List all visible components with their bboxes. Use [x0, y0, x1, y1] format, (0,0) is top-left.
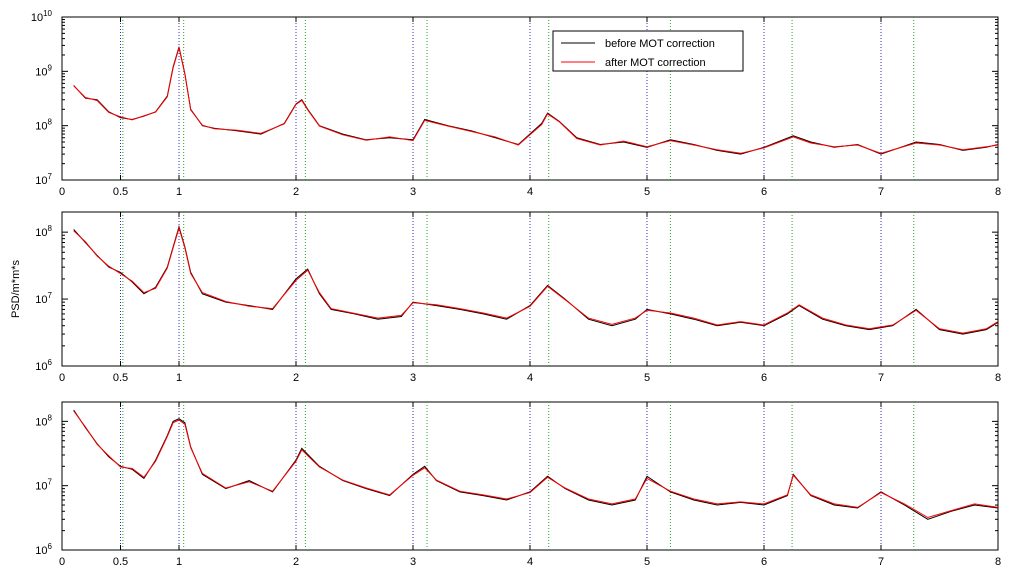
x-tick-label: 3 [410, 556, 416, 568]
panel-2: 0 0.5 1 2 3 4 5 6 7 8 106 107 108 [35, 211, 1001, 384]
x-tick-label: 7 [878, 186, 884, 198]
x-tick-label: 2 [293, 186, 299, 198]
x-tick-label: 1 [176, 372, 182, 384]
y-tick-label: 1010 [31, 9, 53, 24]
y-tick-label: 107 [35, 172, 52, 187]
x-tick-label: 7 [878, 372, 884, 384]
panel-3: 0 0.5 1 2 3 4 5 6 7 8 106 107 108 [35, 401, 1001, 568]
x-tick-label: 3 [410, 186, 416, 198]
x-tick-label: 0 [59, 556, 65, 568]
y-tick-label: 107 [35, 478, 52, 493]
x-tick-label: 4 [527, 186, 533, 198]
y-tick-label: 108 [35, 413, 52, 428]
series-line-after [73, 410, 999, 519]
series-line-after [73, 226, 999, 334]
y-tick-label: 107 [35, 291, 52, 306]
y-tick-label: 108 [35, 224, 52, 239]
y-tick-label: 108 [35, 118, 52, 133]
y-tick-label: 106 [35, 542, 52, 557]
x-tick-label: 2 [293, 372, 299, 384]
x-tick-label: 0 [59, 186, 65, 198]
x-tick-label: 7 [878, 556, 884, 568]
x-tick-label: 0.5 [113, 556, 128, 568]
x-tick-label: 5 [644, 556, 650, 568]
y-tick-label: 109 [35, 63, 52, 78]
plot-frame [61, 401, 999, 551]
legend: before MOT correction after MOT correctio… [552, 30, 744, 72]
x-tick-label: 6 [761, 372, 767, 384]
x-tick-label: 8 [995, 372, 1001, 384]
legend-entry: after MOT correction [605, 57, 706, 69]
x-tick-label: 1 [176, 186, 182, 198]
y-axis-label: PSD/m*m*s [10, 259, 22, 318]
plot-frame [61, 211, 999, 367]
x-tick-label: 8 [995, 186, 1001, 198]
x-tick-label: 4 [527, 372, 533, 384]
x-tick-label: 6 [761, 186, 767, 198]
series-line-after [73, 45, 999, 154]
x-tick-label: 3 [410, 372, 416, 384]
x-tick-label: 0.5 [113, 186, 128, 198]
legend-box [552, 30, 744, 72]
x-tick-label: 5 [644, 372, 650, 384]
legend-entry: before MOT correction [605, 38, 715, 50]
x-tick-label: 0 [59, 372, 65, 384]
x-tick-label: 1 [176, 556, 182, 568]
x-tick-label: 5 [644, 186, 650, 198]
x-tick-label: 6 [761, 556, 767, 568]
x-tick-label: 8 [995, 556, 1001, 568]
x-tick-label: 2 [293, 556, 299, 568]
x-tick-label: 4 [527, 556, 533, 568]
y-tick-label: 106 [35, 358, 52, 373]
panel-1: 0 0.5 1 2 3 4 5 6 7 8 107 108 109 1010 before MOT corr… [31, 9, 1001, 198]
x-tick-label: 0.5 [113, 372, 128, 384]
